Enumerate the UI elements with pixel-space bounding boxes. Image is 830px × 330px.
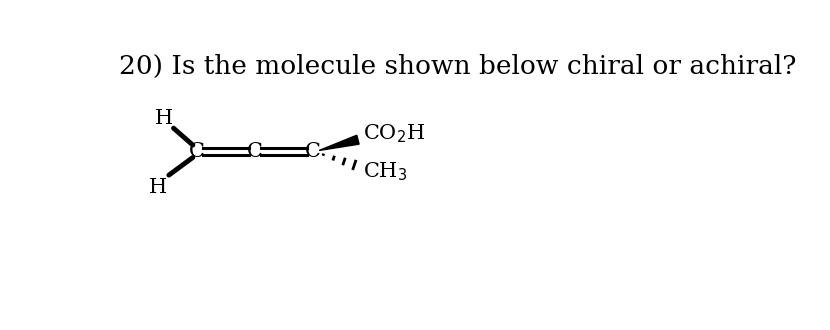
Text: C: C [188, 142, 205, 161]
Text: C: C [305, 142, 321, 161]
Text: 20) Is the molecule shown below chiral or achiral?: 20) Is the molecule shown below chiral o… [120, 53, 797, 79]
Text: C: C [247, 142, 263, 161]
Text: CO$_2$H: CO$_2$H [364, 122, 426, 145]
Polygon shape [320, 135, 359, 150]
Text: H: H [155, 109, 173, 128]
Text: CH$_3$: CH$_3$ [364, 161, 408, 183]
Text: H: H [149, 178, 167, 197]
